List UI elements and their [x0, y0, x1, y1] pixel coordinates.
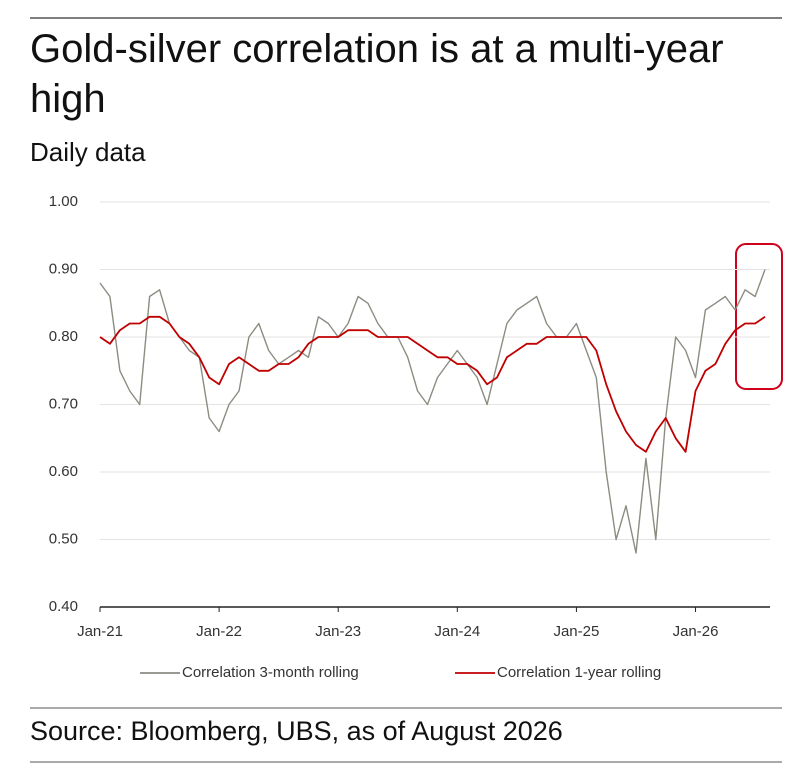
x-tick-label: Jan-22 — [196, 623, 242, 640]
chart-subtitle: Daily data — [30, 137, 146, 167]
y-tick-label: 0.90 — [49, 260, 78, 277]
x-tick-label: Jan-26 — [673, 623, 719, 640]
y-tick-label: 0.70 — [49, 395, 78, 412]
series-line — [99, 269, 766, 554]
y-tick-label: 0.60 — [49, 463, 78, 480]
legend-label: Correlation 1-year rolling — [497, 664, 661, 681]
x-tick-label: Jan-25 — [553, 623, 599, 640]
highlight-box — [735, 243, 783, 390]
y-tick-label: 0.40 — [49, 598, 78, 615]
x-tick-label: Jan-24 — [434, 623, 480, 640]
x-tick-label: Jan-21 — [77, 623, 123, 640]
x-tick-label: Jan-23 — [315, 623, 361, 640]
chart-title: Gold-silver correlation is at a multi-ye… — [30, 27, 724, 121]
source-note: Source: Bloomberg, UBS, as of August 202… — [30, 716, 563, 746]
legend-label: Correlation 3-month rolling — [182, 664, 359, 681]
y-tick-label: 1.00 — [49, 193, 78, 210]
y-tick-label: 0.50 — [49, 530, 78, 547]
series-line — [99, 315, 766, 453]
y-tick-label: 0.80 — [49, 328, 78, 345]
